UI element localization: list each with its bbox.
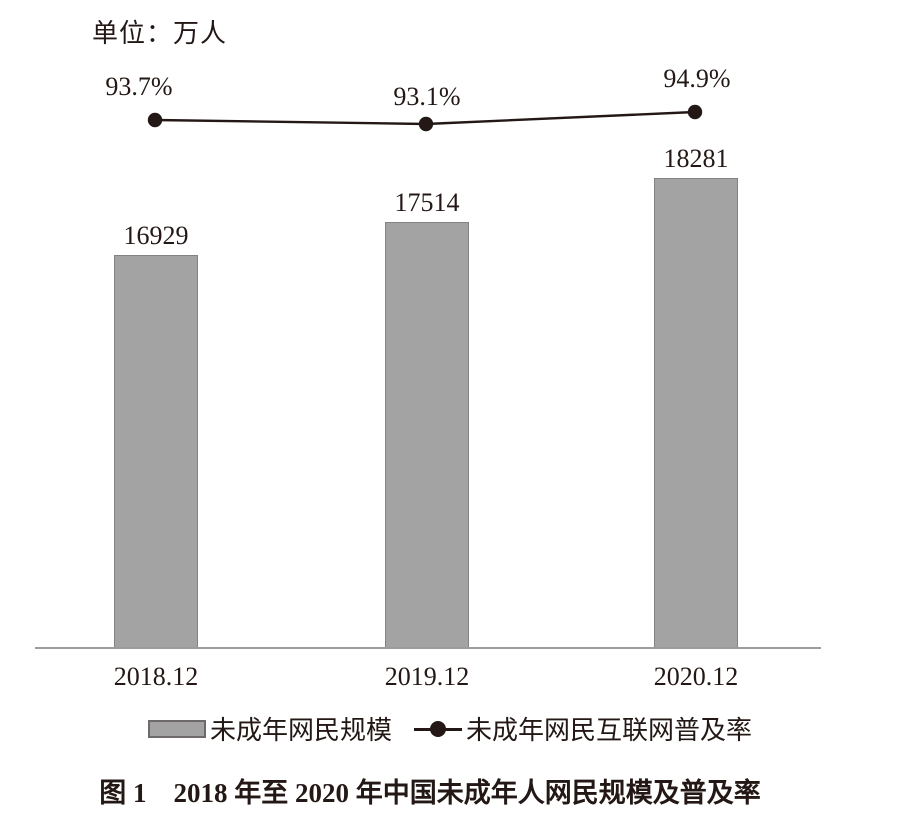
bar-value-label: 18281 (663, 144, 729, 173)
legend-line-symbol (414, 720, 462, 738)
x-tick-label: 2020.12 (653, 662, 739, 691)
legend-bar-swatch (147, 719, 206, 738)
line-point-label: 93.7% (105, 72, 173, 101)
bar-value-label: 17514 (394, 188, 460, 217)
legend-item-bar: 未成年网民规模 (147, 710, 392, 747)
legend-item-line: 未成年网民互联网普及率 (414, 710, 752, 747)
data-point-dot (418, 116, 434, 132)
legend-line-dot-icon (430, 720, 446, 737)
unit-label: 单位：万人 (92, 19, 228, 48)
penetration-line (154, 110, 696, 126)
line-point-label: 94.9% (663, 64, 731, 93)
x-tick-label: 2018.12 (113, 662, 199, 691)
legend: 未成年网民规模 未成年网民互联网普及率 (0, 710, 900, 747)
x-axis-line (35, 647, 821, 649)
x-tick-label: 2019.12 (384, 662, 470, 691)
legend-bar-label: 未成年网民规模 (209, 716, 392, 745)
bar (385, 222, 469, 648)
figure-caption: 图 1 2018 年至 2020 年中国未成年人网民规模及普及率 (99, 778, 761, 808)
bar-value-label: 16929 (123, 221, 189, 250)
data-point-dot (147, 112, 163, 128)
legend-line-label: 未成年网民互联网普及率 (466, 716, 753, 745)
bar (114, 255, 198, 648)
bar (654, 178, 738, 648)
line-point-label: 93.1% (393, 82, 461, 111)
data-point-dot (687, 104, 703, 120)
